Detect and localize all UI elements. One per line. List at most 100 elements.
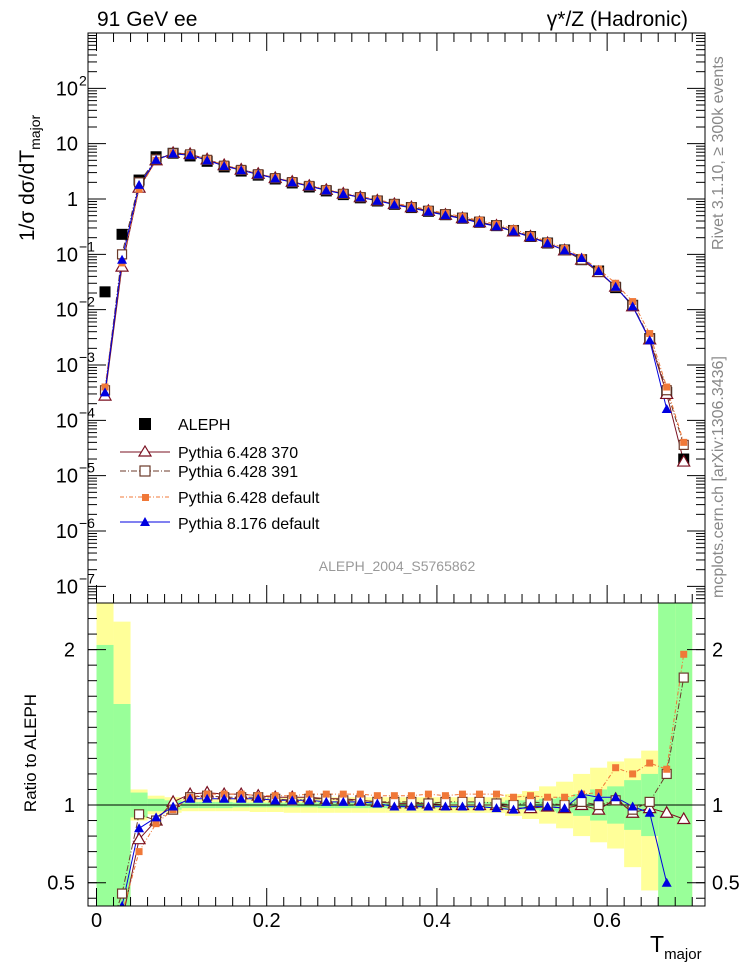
ratio-point-pythia-6-428-391 — [678, 672, 689, 683]
ratio-point-pythia-6-428-391 — [576, 796, 587, 807]
ratio-point-pythia-8-176-default — [627, 801, 638, 811]
ratio-point-pythia-6-428-default — [424, 790, 432, 798]
ratio-point-pythia-8-176-default — [134, 823, 145, 833]
ratio-point-pythia-6-428-default — [119, 910, 126, 917]
y-tick-exponent: −4 — [79, 404, 95, 420]
stat-band-bin — [658, 603, 676, 906]
rivet-note: Rivet 3.1.10, ≥ 300k events — [710, 56, 727, 250]
ratio-y-tick-label-right: 2 — [712, 640, 723, 662]
ratio-point-pythia-6-428-default — [527, 792, 535, 800]
ratio-y-tick-label-right: 0.5 — [712, 873, 740, 895]
ratio-point-pythia-6-428-default — [135, 848, 143, 856]
point-pythia-8-176-default — [491, 221, 502, 231]
ratio-point-pythia-6-428-default — [152, 820, 160, 828]
point-pythia-6-428-default — [680, 438, 688, 446]
stat-band-bin — [675, 603, 693, 906]
x-tick-label: 0.4 — [423, 910, 451, 932]
legend-label-p391: Pythia 6.428 391 — [178, 464, 298, 481]
mcplots-note: mcplots.cern.ch [arXiv:1306.3436] — [710, 356, 727, 598]
y-tick-exponent: −5 — [79, 460, 95, 476]
ratio-point-pythia-8-176-default — [661, 877, 672, 887]
legend-label-aleph: ALEPH — [178, 417, 230, 434]
analysis-id: ALEPH_2004_S5765862 — [319, 558, 476, 574]
y-tick-label: 10 — [56, 410, 78, 432]
y-tick-exponent: −2 — [79, 294, 95, 310]
legend-marker-p391 — [139, 465, 151, 477]
ratio-point-pythia-6-428-default — [663, 765, 671, 773]
y-tick-exponent: −7 — [79, 570, 95, 586]
ratio-point-pythia-8-176-default — [389, 801, 400, 811]
x-axis-label: Tmajor — [650, 931, 702, 963]
ratio-y-axis-label: Ratio to ALEPH — [21, 694, 40, 812]
y-tick-exponent: −1 — [79, 238, 95, 254]
ratio-point-pythia-8-176-default — [119, 901, 125, 906]
ratio-point-pythia-6-428-default — [407, 792, 415, 800]
ratio-point-pythia-6-428-default — [390, 792, 398, 800]
ratio-point-pythia-8-176-default — [219, 793, 230, 803]
ratio-point-pythia-8-176-default — [355, 796, 366, 806]
ratio-point-pythia-8-176-default — [202, 793, 213, 803]
ratio-point-pythia-6-428-default — [373, 792, 381, 800]
point-pythia-8-176-default — [338, 189, 349, 199]
x-tick-label: 0.2 — [253, 910, 281, 932]
point-pythia-8-176-default — [576, 252, 587, 262]
y-tick-label: 1 — [67, 189, 78, 211]
legend: ALEPH Pythia 6.428 370 Pythia 6.428 391 … — [120, 417, 320, 533]
ratio-point-pythia-6-428-default — [458, 790, 466, 798]
point-aleph — [99, 286, 111, 298]
ratio-point-pythia-6-428-391 — [644, 796, 655, 807]
ratio-point-pythia-8-176-default — [644, 807, 655, 817]
point-pythia-8-176-default — [117, 254, 128, 264]
ratio-point-pythia-6-428-370 — [116, 916, 128, 927]
ratio-point-pythia-6-428-391 — [101, 940, 110, 949]
point-pythia-8-176-default — [287, 177, 298, 187]
point-pythia-8-176-default — [457, 213, 468, 223]
ratio-point-pythia-6-428-default — [561, 793, 569, 801]
ratio-point-pythia-8-176-default — [338, 796, 349, 806]
point-pythia-8-176-default — [644, 335, 655, 345]
point-pythia-8-176-default — [440, 210, 451, 220]
header-right-title: γ*/Z (Hadronic) — [547, 8, 688, 31]
ratio-plot-marks — [100, 650, 691, 949]
y-tick-label: 10 — [56, 300, 78, 322]
ratio-y-tick-label: 2 — [64, 640, 75, 662]
legend-marker-p370 — [137, 444, 153, 457]
y-tick-exponent: −6 — [79, 515, 95, 531]
ratio-point-pythia-6-428-default — [680, 650, 688, 658]
y-tick-exponent: 2 — [79, 72, 87, 88]
ratio-point-pythia-6-428-default — [441, 792, 449, 800]
point-pythia-8-176-default — [423, 206, 434, 216]
ratio-point-pythia-8-176-default — [100, 940, 110, 949]
ratio-point-pythia-6-428-default — [612, 764, 620, 772]
ratio-point-pythia-8-176-default — [372, 798, 383, 808]
y-tick-label: 10 — [56, 78, 78, 100]
point-pythia-6-428-default — [663, 383, 671, 391]
legend-label-p370: Pythia 6.428 370 — [178, 445, 298, 462]
point-pythia-8-176-default — [559, 245, 570, 255]
point-pythia-8-176-default — [474, 217, 485, 227]
ratio-point-pythia-6-428-370 — [659, 805, 674, 818]
ratio-point-pythia-6-428-default — [339, 790, 347, 798]
ratio-point-pythia-6-428-default — [544, 793, 552, 801]
stat-band-bin — [96, 644, 114, 906]
ratio-point-pythia-6-428-370 — [676, 811, 691, 825]
ratio-point-pythia-8-176-default — [185, 793, 196, 803]
ratio-point-pythia-8-176-default — [576, 789, 587, 799]
ratio-point-pythia-8-176-default — [525, 801, 536, 811]
y-tick-label: 10 — [56, 521, 78, 543]
y-tick-label: 10 — [56, 355, 78, 377]
series-line-pythia-6-428-default — [104, 152, 685, 443]
point-pythia-8-176-default — [525, 232, 536, 242]
ratio-uncertainty-bands — [88, 603, 705, 906]
ratio-point-pythia-8-176-default — [423, 801, 434, 811]
y-tick-label: 10 — [56, 466, 78, 488]
ratio-point-pythia-6-428-default — [102, 941, 109, 948]
point-pythia-8-176-default — [355, 192, 366, 202]
y-tick-exponent: −3 — [79, 349, 95, 365]
ratio-y-tick-label: 0.5 — [47, 873, 75, 895]
legend-marker-aleph — [139, 418, 151, 430]
point-pythia-8-176-default — [610, 281, 621, 291]
point-pythia-8-176-default — [304, 181, 315, 191]
